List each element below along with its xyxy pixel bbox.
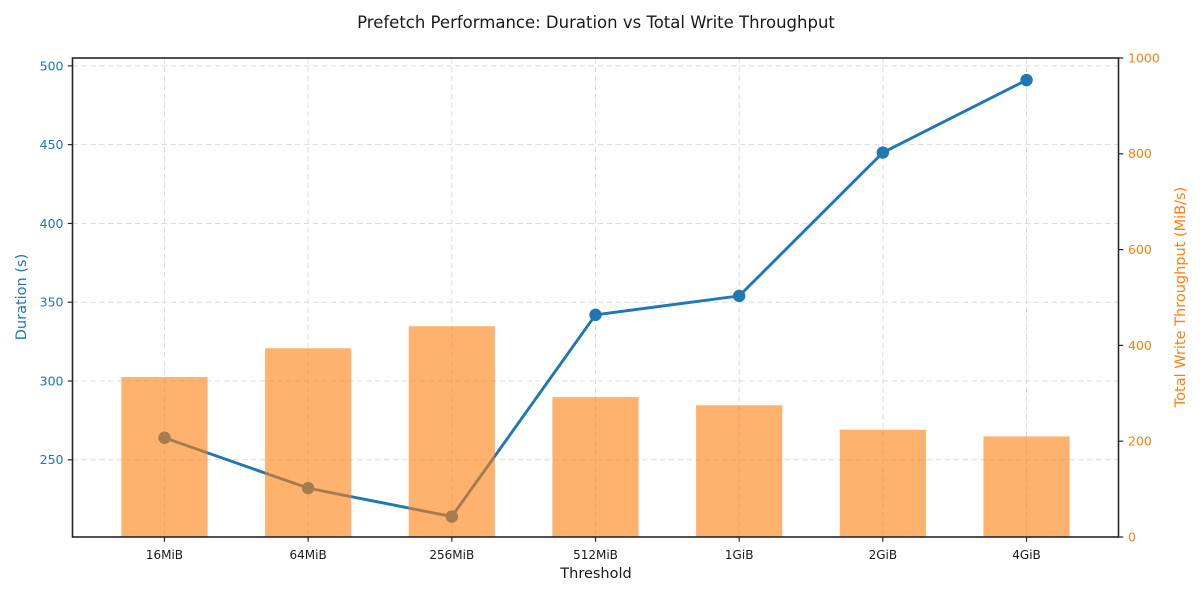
- throughput-bar-256MiB: [408, 326, 495, 537]
- ytick-label-right-800: 800: [1128, 146, 1152, 161]
- throughput-bar-1GiB: [696, 405, 783, 537]
- throughput-bar-512MiB: [552, 397, 639, 537]
- ytick-label-right-600: 600: [1128, 242, 1152, 257]
- ytick-label-left-300: 300: [40, 373, 64, 388]
- ytick-label-left-500: 500: [40, 58, 64, 73]
- duration-marker-1GiB: [732, 289, 746, 303]
- chart-title: Prefetch Performance: Duration vs Total …: [357, 13, 835, 32]
- ytick-label-right-0: 0: [1128, 529, 1136, 544]
- throughput-bar-16MiB: [121, 377, 208, 537]
- xtick-label-64MiB: 64MiB: [290, 548, 327, 562]
- xtick-label-512MiB: 512MiB: [573, 548, 618, 562]
- xtick-label-1GiB: 1GiB: [725, 548, 754, 562]
- duration-marker-2GiB: [876, 146, 890, 159]
- ytick-label-left-250: 250: [40, 452, 64, 467]
- xtick-label-16MiB: 16MiB: [146, 548, 183, 562]
- xtick-label-256MiB: 256MiB: [429, 548, 474, 562]
- duration-marker-4GiB: [1020, 73, 1033, 87]
- duration-marker-512MiB: [589, 308, 602, 322]
- xtick-label-2GiB: 2GiB: [869, 548, 898, 562]
- ytick-label-right-200: 200: [1128, 434, 1152, 449]
- ytick-label-left-450: 450: [40, 137, 64, 152]
- throughput-bar-2GiB: [839, 429, 926, 537]
- y-axis-label-left: Duration (s): [14, 253, 30, 341]
- ytick-label-left-350: 350: [40, 295, 64, 310]
- xtick-label-4GiB: 4GiB: [1012, 548, 1041, 562]
- ytick-label-left-400: 400: [40, 216, 64, 231]
- throughput-bar-64MiB: [265, 348, 352, 537]
- ytick-label-right-400: 400: [1128, 338, 1152, 353]
- y-axis-label-right: Total Write Throughput (MiB/s): [1173, 186, 1189, 408]
- x-axis-label: Threshold: [560, 566, 632, 582]
- throughput-bar-4GiB: [983, 436, 1070, 537]
- ytick-label-right-1000: 1000: [1128, 50, 1160, 65]
